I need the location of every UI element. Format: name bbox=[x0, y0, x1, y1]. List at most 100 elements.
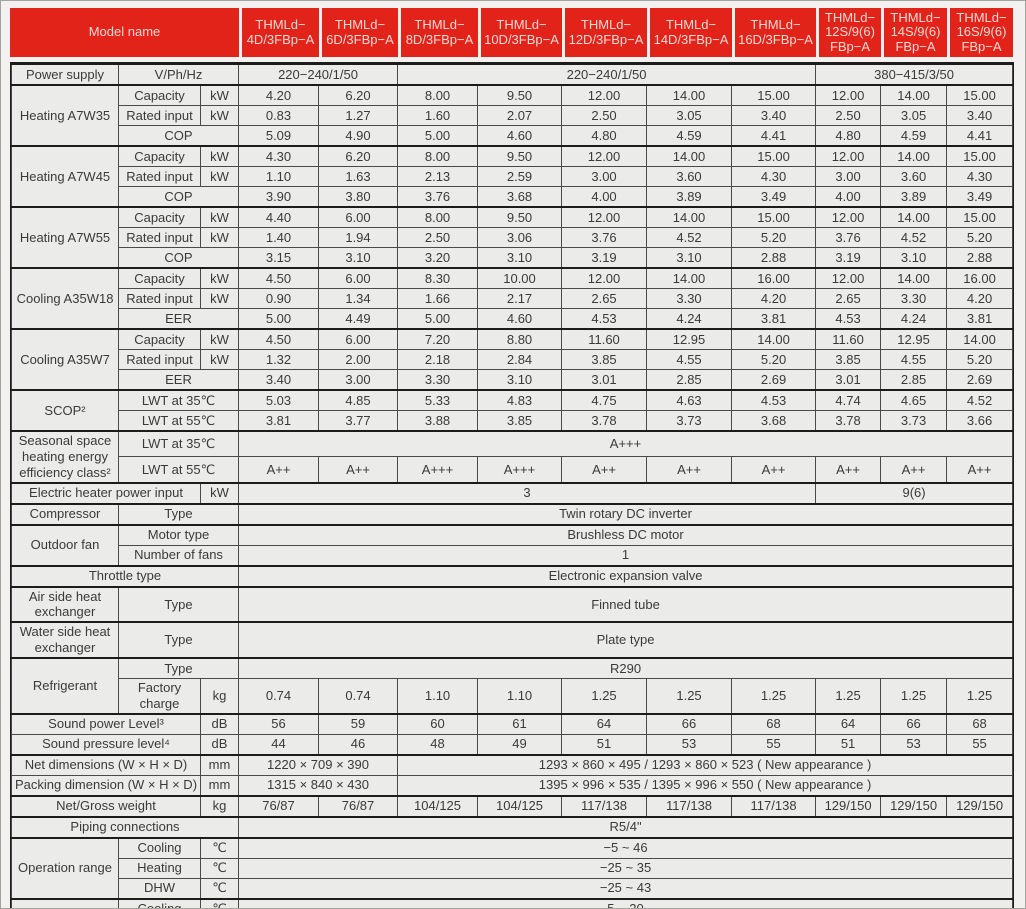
spec-cell: 3.30 bbox=[646, 288, 733, 309]
spec-cell: 56 bbox=[238, 712, 319, 735]
spec-cell: −25 ~ 43 bbox=[237, 877, 1014, 900]
spec-cell: Compressor bbox=[11, 502, 119, 526]
spec-cell: 1.63 bbox=[317, 166, 399, 187]
spec-cell: Type bbox=[118, 502, 239, 526]
spec-cell: 5.00 bbox=[397, 308, 479, 330]
spec-cell: 2.85 bbox=[880, 369, 948, 391]
spec-cell: 4.75 bbox=[561, 389, 648, 411]
spec-cell: 4.53 bbox=[731, 389, 817, 411]
spec-cell: Heating A7W45 bbox=[11, 145, 119, 208]
spec-cell: 15.00 bbox=[731, 145, 817, 167]
spec-cell: 5.20 bbox=[731, 227, 817, 248]
spec-cell: Type bbox=[118, 585, 239, 623]
spec-cell: LWT at 35℃ bbox=[118, 389, 239, 411]
spec-cell: 3.60 bbox=[646, 166, 733, 187]
spec-cell: SCOP² bbox=[11, 389, 119, 432]
spec-cell: 4.00 bbox=[815, 186, 882, 208]
spec-cell: dB bbox=[200, 733, 239, 756]
spec-cell: 3.49 bbox=[946, 186, 1014, 208]
spec-cell: 59 bbox=[317, 712, 399, 735]
spec-cell: 49 bbox=[477, 733, 563, 756]
spec-cell: Capacity bbox=[118, 267, 201, 289]
spec-cell: 1.40 bbox=[238, 227, 319, 248]
spec-cell: 1.60 bbox=[397, 105, 479, 126]
spec-cell: 10.00 bbox=[477, 267, 563, 289]
spec-cell: Finned tube bbox=[237, 585, 1014, 623]
spec-cell: 2.00 bbox=[317, 349, 399, 370]
spec-cell: A++ bbox=[238, 456, 319, 484]
spec-cell: kW bbox=[200, 267, 239, 289]
spec-cell: A++ bbox=[946, 456, 1014, 484]
spec-cell: 129/150 bbox=[815, 794, 882, 818]
spec-cell: 9.50 bbox=[477, 84, 563, 106]
spec-cell: A++ bbox=[815, 456, 882, 484]
spec-cell: 3.01 bbox=[561, 369, 648, 391]
spec-cell: 3.81 bbox=[731, 308, 817, 330]
spec-cell: 3.68 bbox=[731, 410, 817, 432]
spec-cell: 4.80 bbox=[815, 125, 882, 147]
spec-cell: 5 ~ 20 bbox=[237, 897, 1014, 908]
spec-table-body: Power supply V/Ph/Hz 220−240/1/50 220−240/1… bbox=[11, 63, 1014, 908]
spec-cell: 4.53 bbox=[815, 308, 882, 330]
spec-cell: 117/138 bbox=[646, 794, 733, 818]
spec-cell: 0.74 bbox=[317, 678, 399, 715]
spec-cell: 1.25 bbox=[815, 678, 882, 715]
spec-cell: 2.65 bbox=[561, 288, 648, 309]
spec-cell: Throttle type bbox=[11, 564, 239, 588]
spec-cell: 0.74 bbox=[238, 678, 319, 715]
spec-cell: 1.25 bbox=[731, 678, 817, 715]
spec-cell: 117/138 bbox=[731, 794, 817, 818]
spec-cell: 3.40 bbox=[946, 105, 1014, 126]
spec-cell: 2.17 bbox=[477, 288, 563, 309]
spec-cell: 117/138 bbox=[561, 794, 648, 818]
spec-cell: 3.81 bbox=[946, 308, 1014, 330]
spec-cell: 4.59 bbox=[880, 125, 948, 147]
spec-cell: 14.00 bbox=[880, 84, 948, 106]
spec-cell: 8.80 bbox=[477, 328, 563, 350]
spec-cell: 3.68 bbox=[477, 186, 563, 208]
spec-cell: Rated input bbox=[118, 227, 201, 248]
spec-cell: 5.20 bbox=[946, 349, 1014, 370]
spec-cell: 3.19 bbox=[561, 247, 648, 269]
spec-cell: kW bbox=[200, 227, 239, 248]
spec-cell: 6.20 bbox=[317, 84, 399, 106]
spec-cell: 4.41 bbox=[731, 125, 817, 147]
spec-cell: 11.60 bbox=[815, 328, 882, 350]
spec-cell: 2.85 bbox=[646, 369, 733, 391]
spec-cell: A+++ bbox=[397, 456, 479, 484]
spec-cell: 12.00 bbox=[815, 145, 882, 167]
spec-cell: 4.52 bbox=[646, 227, 733, 248]
spec-cell: kW bbox=[200, 349, 239, 370]
spec-cell: Electric heater power input bbox=[11, 481, 201, 505]
spec-cell: Water outlet bbox=[11, 897, 119, 908]
spec-cell: A++ bbox=[880, 456, 948, 484]
spec-cell: 3.10 bbox=[317, 247, 399, 269]
spec-cell: 51 bbox=[815, 733, 882, 756]
spec-cell: 4.85 bbox=[317, 389, 399, 411]
spec-cell: 53 bbox=[646, 733, 733, 756]
spec-cell: 3.76 bbox=[561, 227, 648, 248]
spec-cell: kg bbox=[200, 794, 239, 818]
spec-cell: kW bbox=[200, 105, 239, 126]
spec-cell: 14.00 bbox=[646, 206, 733, 228]
spec-cell: Packing dimension (W × H × D) bbox=[11, 774, 201, 797]
spec-cell: 6.00 bbox=[317, 206, 399, 228]
spec-cell: 4.74 bbox=[815, 389, 882, 411]
spec-cell: R5/4" bbox=[237, 815, 1014, 839]
spec-cell: Twin rotary DC inverter bbox=[237, 502, 1014, 526]
spec-cell: Piping connections bbox=[11, 815, 239, 839]
spec-cell: 5.20 bbox=[946, 227, 1014, 248]
spec-cell: kW bbox=[200, 206, 239, 228]
spec-cell: 1.25 bbox=[946, 678, 1014, 715]
spec-cell: Seasonal space heating energy efficiency… bbox=[11, 430, 119, 484]
spec-cell: 4.30 bbox=[946, 166, 1014, 187]
spec-cell: 5.00 bbox=[238, 308, 319, 330]
spec-cell: 3.05 bbox=[646, 105, 733, 126]
spec-cell: 3.00 bbox=[317, 369, 399, 391]
spec-cell: Power supply bbox=[11, 63, 119, 86]
spec-cell: 1.10 bbox=[477, 678, 563, 715]
spec-cell: 51 bbox=[561, 733, 648, 756]
spec-cell: kg bbox=[200, 678, 239, 715]
spec-cell: 15.00 bbox=[946, 206, 1014, 228]
spec-cell: 3.10 bbox=[880, 247, 948, 269]
